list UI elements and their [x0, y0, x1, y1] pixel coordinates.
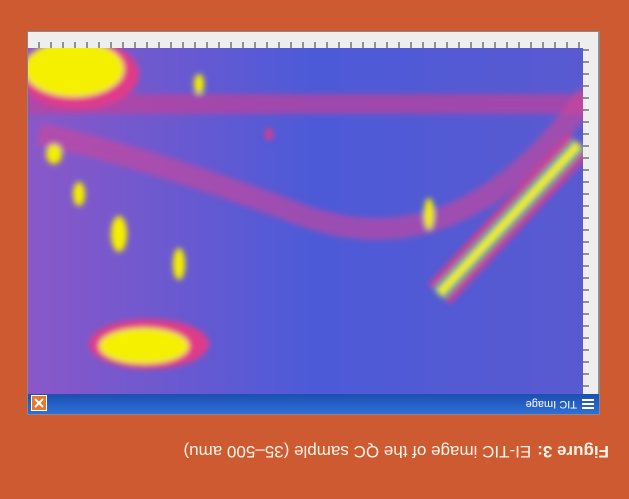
heatmap	[28, 32, 599, 394]
window-title: TIC Image	[526, 398, 577, 410]
page: Figure 3: EI-TIC image of the QC sample (…	[0, 0, 629, 499]
caption-label: Figure 3:	[537, 442, 609, 461]
close-button[interactable]	[31, 395, 47, 411]
title-bar: TIC Image	[28, 394, 599, 414]
window-icon	[581, 397, 595, 411]
tic-window: TIC Image	[27, 31, 600, 415]
caption-text: EI-TIC image of the QC sample (35–500 am…	[184, 442, 532, 461]
close-icon	[32, 396, 46, 410]
figure-caption: Figure 3: EI-TIC image of the QC sample (…	[19, 433, 609, 469]
